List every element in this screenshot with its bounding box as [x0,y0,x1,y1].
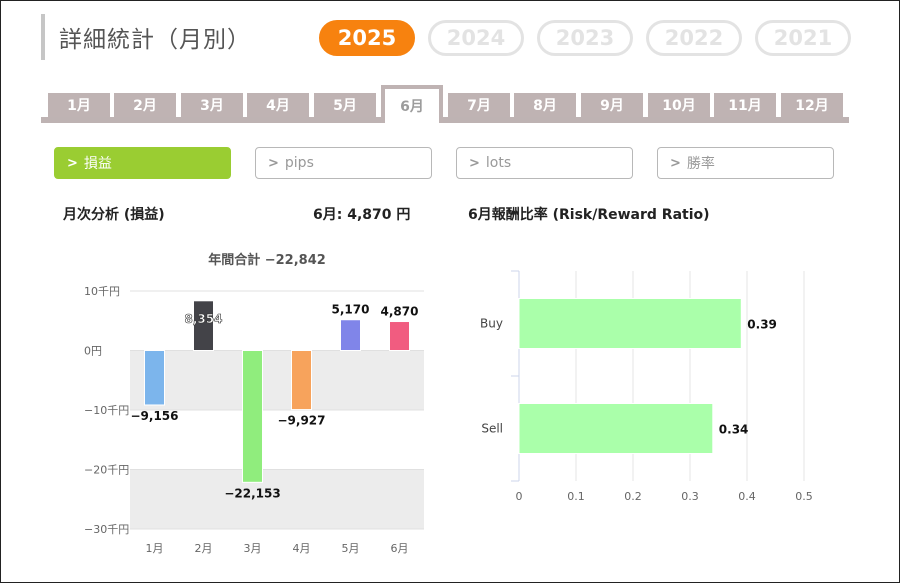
x-tick-label: 3月 [244,542,262,555]
monthly-profit-chart: 10千円 0円 −10千円 −20千円 −30千円 年間合計 −22,842 −9,156 1… [84,252,424,555]
month-tabs: 1月 2月 3月 4月 5月 6月 7月 8月 9月 10月 11月 12月 [41,85,849,123]
annual-total-title: 年間合計 −22,842 [208,252,326,268]
monthly-analysis-title: 月次分析 (損益) [63,207,165,223]
year-button-2023[interactable]: 2023 [537,20,633,56]
x-tick-label: 0.4 [738,490,756,503]
grid-band [130,469,424,529]
month-tab-5[interactable]: 5月 [314,93,376,117]
risk-reward-title: 6月報酬比率 (Risk/Reward Ratio) [468,207,710,223]
data-label: 8,354 [185,312,223,326]
y-tick-label: 10千円 [84,285,120,298]
month-tab-6[interactable]: 6月 [381,85,443,123]
month-tabs-baseline [41,117,849,123]
x-tick-label: 2月 [195,542,213,555]
bar-2 [193,300,214,351]
month-tab-3[interactable]: 3月 [181,93,243,117]
month-tab-2[interactable]: 2月 [114,93,176,117]
data-label: −9,156 [130,409,178,423]
filter-pips-button[interactable]: > pips [255,147,432,179]
x-tick-label: 4月 [293,542,311,555]
data-label: −9,927 [277,414,325,428]
x-tick-label: 0.1 [567,490,585,503]
x-tick-label: 0 [516,490,523,503]
filter-label: lots [485,155,512,171]
month-tab-8[interactable]: 8月 [514,93,576,117]
month-tab-1[interactable]: 1月 [48,93,110,117]
bar-1 [144,350,165,406]
bar-4 [291,350,312,411]
data-label: 0.39 [747,318,777,332]
page-title-text: 詳細統計（月別） [59,27,251,53]
category-label: Buy [480,317,503,331]
x-tick-label: 5月 [342,542,360,555]
filter-label: pips [284,155,314,171]
filter-winrate-button[interactable]: > 勝率 [657,147,834,179]
month-value: 6月: 4,870 円 [313,207,411,223]
y-tick-label: 0円 [84,345,102,358]
bar-buy [518,298,742,349]
data-label: 5,170 [332,303,370,317]
page-title: 詳細統計（月別） [41,14,251,60]
grid-band [130,350,424,410]
chevron-right-icon: > [268,155,279,171]
chevron-right-icon: > [67,155,78,171]
month-tab-11[interactable]: 11月 [714,93,776,117]
year-button-2024[interactable]: 2024 [428,20,524,56]
month-tab-12[interactable]: 12月 [781,93,843,117]
data-label: 4,870 [381,305,419,319]
y-tick-label: −20千円 [84,464,129,477]
bar-sell [518,403,714,454]
x-tick-label: 6月 [391,542,409,555]
month-tab-9[interactable]: 9月 [581,93,643,117]
filter-label: 損益 [83,156,112,172]
year-selector: 2025 2024 2023 2022 2021 [319,20,851,56]
data-label: 0.34 [719,423,749,437]
y-tick-label: −30千円 [84,523,129,536]
data-label: −22,153 [224,486,280,500]
filter-profit-button[interactable]: > 損益 [54,147,231,179]
x-tick-label: 0.3 [681,490,699,503]
x-tick-label: 0.2 [624,490,642,503]
x-tick-label: 1月 [146,542,164,555]
y-tick-label: −10千円 [84,404,129,417]
filter-label: 勝率 [686,156,715,172]
year-button-2021[interactable]: 2021 [755,20,851,56]
risk-reward-chart: 0 0.1 0.2 0.3 0.4 0.5 Buy 0.39 Sell 0.34 [480,270,813,503]
year-button-2022[interactable]: 2022 [646,20,742,56]
month-tab-10[interactable]: 10月 [648,93,710,117]
month-tab-7[interactable]: 7月 [448,93,510,117]
bar-5 [340,319,361,352]
bar-6 [389,321,410,351]
chevron-right-icon: > [670,155,681,171]
category-label: Sell [481,422,503,436]
month-tab-4[interactable]: 4月 [247,93,309,117]
x-tick-label: 0.5 [795,490,813,503]
year-button-2025[interactable]: 2025 [319,20,415,56]
bar-3 [242,350,263,483]
chevron-right-icon: > [469,155,480,171]
filter-lots-button[interactable]: > lots [456,147,633,179]
